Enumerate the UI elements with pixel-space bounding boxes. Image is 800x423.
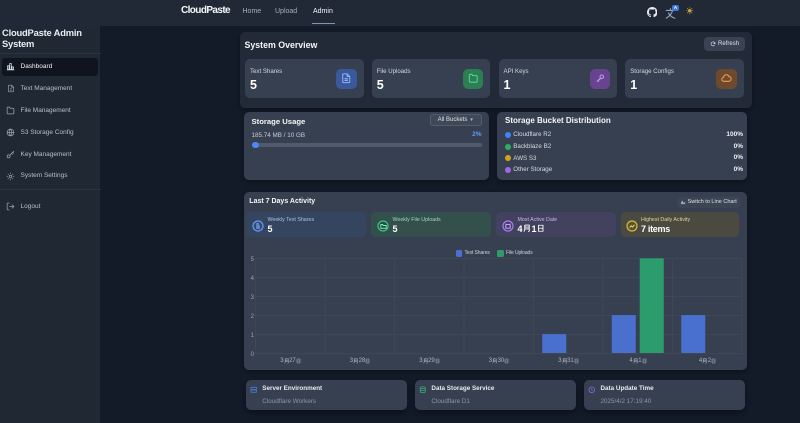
svg-text:3: 3 xyxy=(251,295,255,301)
svg-text:4: 4 xyxy=(251,276,255,282)
svg-text:2: 2 xyxy=(251,314,255,320)
svg-text:5: 5 xyxy=(251,257,255,263)
svg-text:1: 1 xyxy=(251,333,255,339)
svg-text:0: 0 xyxy=(251,352,255,358)
